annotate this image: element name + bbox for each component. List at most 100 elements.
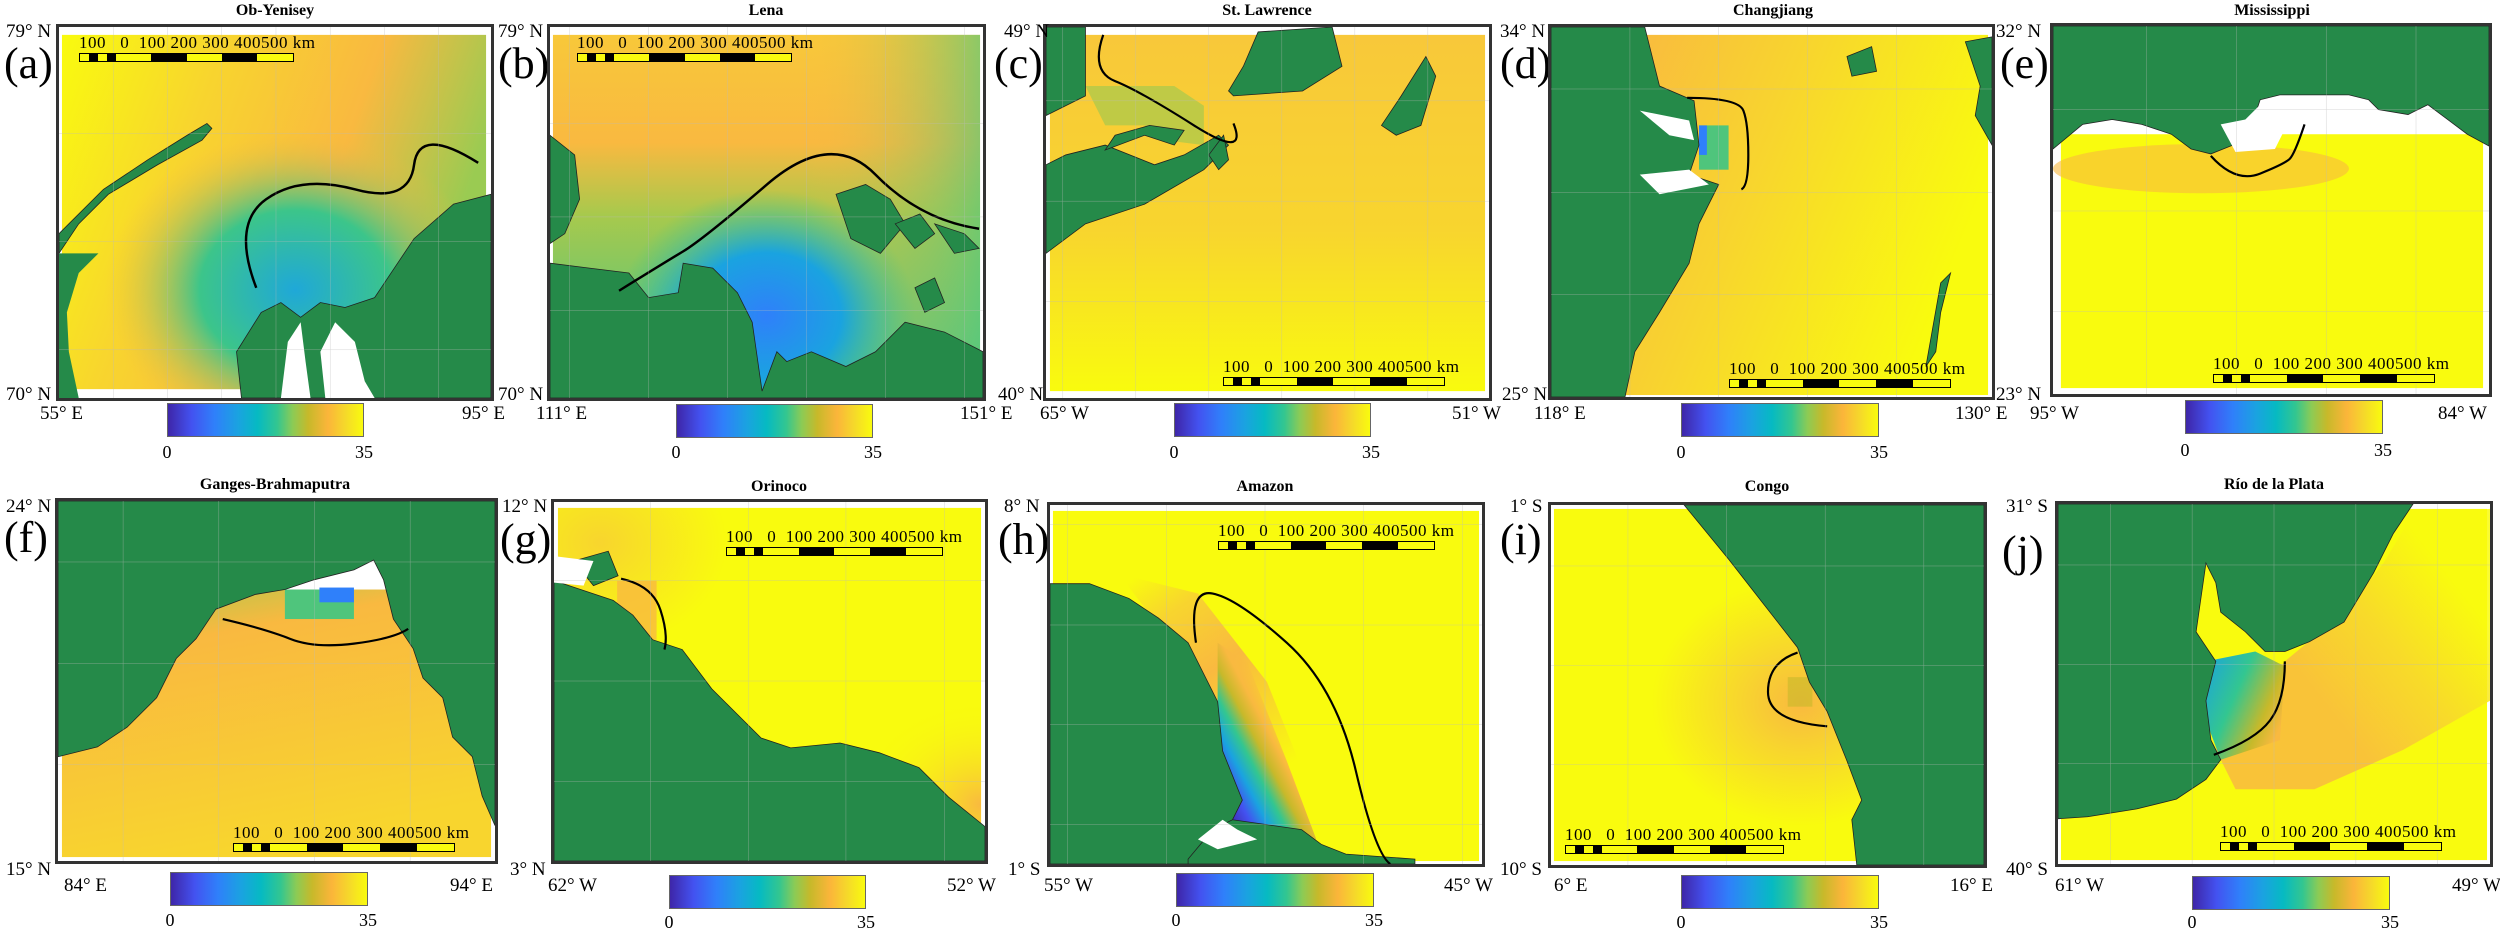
lat-bottom-label: 70° N xyxy=(6,384,52,405)
panel-letter: (a) xyxy=(4,39,53,88)
colorbar-max: 35 xyxy=(1362,442,1380,462)
panel-letter: (d) xyxy=(1500,39,1552,88)
lat-bottom-label: 10° S xyxy=(1500,859,1542,880)
lon-left-label: 55° E xyxy=(40,403,83,424)
lat-top-label: 49° N xyxy=(1004,21,1050,42)
lon-right-label: 51° W xyxy=(1452,403,1501,424)
colorbar-min: 0 xyxy=(162,442,172,462)
salinity-map xyxy=(59,27,491,398)
salinity-map xyxy=(550,27,983,398)
salinity-map xyxy=(1050,505,1482,864)
panel-letter: (i) xyxy=(1500,515,1542,564)
colorbar xyxy=(167,403,364,437)
lon-left-label: 65° W xyxy=(1040,403,1089,424)
colorbar-max: 35 xyxy=(857,912,875,932)
scale-bar-labels: 100 0 100 200 300 400500 km xyxy=(577,33,814,52)
lat-bottom-label: 15° N xyxy=(6,859,52,880)
salinity-map xyxy=(1551,27,1992,397)
lon-right-label: 52° W xyxy=(947,875,996,896)
lon-left-label: 62° W xyxy=(548,875,597,896)
lat-bottom-label: 40° S xyxy=(2006,859,2048,880)
lon-right-label: 151° E xyxy=(960,403,1013,424)
panel-title: Orinoco xyxy=(751,478,807,495)
colorbar xyxy=(669,875,866,909)
scale-bar: 100 0 100 200 300 400500 km xyxy=(577,33,813,65)
scale-bar: 100 0 100 200 300 400500 km xyxy=(1729,359,1965,391)
map-frame: 100 0 100 200 300 400500 km xyxy=(1043,24,1492,401)
colorbar-max: 35 xyxy=(1870,442,1888,462)
panel-letter: (c) xyxy=(994,39,1043,88)
lon-right-label: 130° E xyxy=(1955,403,2008,424)
lon-left-label: 95° W xyxy=(2030,403,2079,424)
salinity-map xyxy=(1046,27,1489,398)
lon-left-label: 6° E xyxy=(1554,875,1588,896)
scale-bar: 100 0 100 200 300 400500 km xyxy=(1223,357,1459,389)
colorbar xyxy=(1174,403,1371,437)
panel-title: St. Lawrence xyxy=(1222,2,1312,19)
scale-bar-labels: 100 0 100 200 300 400500 km xyxy=(2213,354,2450,373)
colorbar-min: 0 xyxy=(2187,912,2197,932)
lon-right-label: 49° W xyxy=(2452,875,2500,896)
panel-letter: (f) xyxy=(4,513,48,562)
colorbar-max: 35 xyxy=(355,442,373,462)
colorbar xyxy=(2192,876,2390,910)
colorbar-min: 0 xyxy=(2180,440,2190,460)
lat-bottom-label: 1° S xyxy=(1008,859,1041,880)
scale-bar-labels: 100 0 100 200 300 400500 km xyxy=(1565,825,1802,844)
panel-letter: (e) xyxy=(2000,39,2049,88)
panel-title: Changjiang xyxy=(1732,2,1814,19)
lon-right-label: 95° E xyxy=(462,403,505,424)
lat-bottom-label: 3° N xyxy=(510,859,546,880)
panel-title: Amazon xyxy=(1236,478,1294,495)
colorbar-max: 35 xyxy=(2381,912,2399,932)
lon-right-label: 45° W xyxy=(1444,875,1493,896)
scale-bar: 100 0 100 200 300 400500 km xyxy=(233,823,469,855)
colorbar-min: 0 xyxy=(664,912,674,932)
lat-top-label: 34° N xyxy=(1500,21,1546,42)
colorbar-min: 0 xyxy=(1676,442,1686,462)
panel-title: Ob-Yenisey xyxy=(235,2,315,19)
colorbar-max: 35 xyxy=(1870,912,1888,932)
lon-right-label: 84° W xyxy=(2438,403,2487,424)
panel-title: Congo xyxy=(1744,478,1790,495)
scale-bar-labels: 100 0 100 200 300 400500 km xyxy=(79,33,316,52)
scale-bar: 100 0 100 200 300 400500 km xyxy=(79,33,315,65)
colorbar-min: 0 xyxy=(1676,912,1686,932)
colorbar xyxy=(1681,403,1879,437)
panel-letter: (g) xyxy=(500,515,552,564)
colorbar-min: 0 xyxy=(671,442,681,462)
map-frame: 100 0 100 200 300 400500 km xyxy=(2055,501,2493,867)
salinity-map xyxy=(2053,26,2489,394)
scale-bar-labels: 100 0 100 200 300 400500 km xyxy=(1218,521,1455,540)
scale-bar-labels: 100 0 100 200 300 400500 km xyxy=(1729,359,1966,378)
lon-left-label: 55° W xyxy=(1044,875,1093,896)
map-frame: 100 0 100 200 300 400500 km xyxy=(551,499,988,864)
lon-right-label: 94° E xyxy=(450,875,493,896)
lat-top-label: 32° N xyxy=(1996,21,2042,42)
scale-bar: 100 0 100 200 300 400500 km xyxy=(726,527,962,559)
lon-left-label: 118° E xyxy=(1534,403,1586,424)
map-frame: 100 0 100 200 300 400500 km xyxy=(1548,24,1995,400)
lat-bottom-label: 70° N xyxy=(498,384,544,405)
colorbar-max: 35 xyxy=(2374,440,2392,460)
scale-bar-labels: 100 0 100 200 300 400500 km xyxy=(726,527,963,546)
lat-top-label: 1° S xyxy=(1510,496,1543,517)
colorbar xyxy=(1176,873,1374,907)
map-frame: 100 0 100 200 300 400500 km xyxy=(2050,23,2492,397)
panel-letter: (b) xyxy=(498,39,550,88)
lon-left-label: 84° E xyxy=(64,875,107,896)
salinity-map xyxy=(2058,504,2490,864)
lat-bottom-label: 23° N xyxy=(1996,384,2042,405)
lat-top-label: 12° N xyxy=(502,496,548,517)
lon-left-label: 61° W xyxy=(2055,875,2104,896)
map-frame: 100 0 100 200 300 400500 km xyxy=(55,498,498,864)
panel-title: Mississippi xyxy=(2234,2,2310,19)
lat-bottom-label: 25° N xyxy=(1502,384,1548,405)
lon-left-label: 111° E xyxy=(536,403,588,424)
scale-bar: 100 0 100 200 300 400500 km xyxy=(1218,521,1454,553)
colorbar-min: 0 xyxy=(165,910,175,930)
scale-bar-labels: 100 0 100 200 300 400500 km xyxy=(233,823,470,842)
map-frame: 100 0 100 200 300 400500 km xyxy=(1047,502,1485,867)
salinity-map xyxy=(554,502,985,861)
colorbar xyxy=(2185,400,2383,434)
